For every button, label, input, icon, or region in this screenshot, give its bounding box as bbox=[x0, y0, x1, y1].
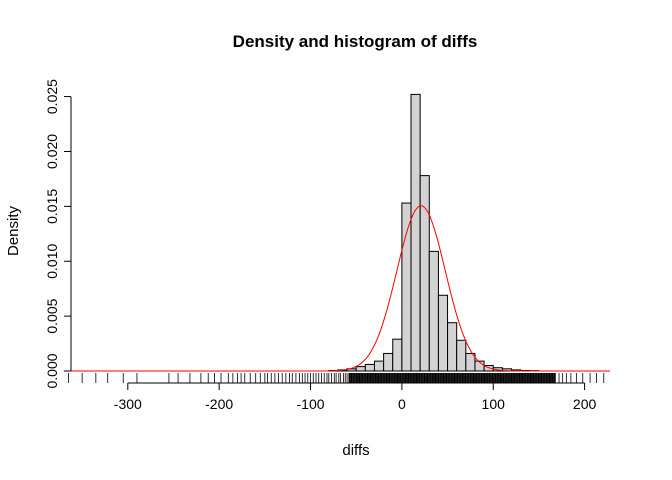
density-curve bbox=[63, 205, 611, 372]
x-tick-label-2: -100 bbox=[297, 396, 325, 412]
y-tick-label-0: 0.000 bbox=[44, 353, 60, 388]
histogram-bar-33 bbox=[419, 175, 430, 372]
histogram-bar-32 bbox=[410, 93, 421, 372]
histogram-bar-28 bbox=[373, 360, 385, 372]
histogram-bar-29 bbox=[383, 352, 394, 372]
chart-title: Density and histogram of diffs bbox=[233, 32, 478, 51]
y-tick-label-3: 0.015 bbox=[44, 189, 60, 224]
x-tick-label-5: 200 bbox=[573, 396, 597, 412]
histogram-bars bbox=[328, 93, 540, 372]
x-tick-label-1: -200 bbox=[205, 396, 233, 412]
y-axis: 0.000 0.005 0.010 0.015 0.020 0.025 bbox=[44, 79, 72, 389]
y-axis-label: Density bbox=[5, 205, 22, 256]
x-tick-label-4: 100 bbox=[482, 396, 506, 412]
histogram-bar-35 bbox=[437, 294, 449, 372]
y-tick-label-2: 0.010 bbox=[44, 244, 60, 279]
y-tick-label-5: 0.025 bbox=[44, 79, 60, 114]
histogram-bar-37 bbox=[456, 339, 467, 372]
histogram-bar-36 bbox=[447, 322, 458, 372]
rug-marks bbox=[68, 373, 605, 383]
histogram-bar-26 bbox=[355, 366, 366, 372]
x-axis-label: diffs bbox=[342, 442, 369, 459]
y-tick-label-4: 0.020 bbox=[44, 134, 60, 169]
histogram-bar-31 bbox=[401, 202, 412, 372]
histogram-bar-30 bbox=[392, 338, 403, 372]
histogram-bar-27 bbox=[364, 363, 375, 372]
y-tick-label-1: 0.005 bbox=[44, 298, 60, 333]
histogram-bar-34 bbox=[428, 250, 439, 372]
x-tick-label-3: 0 bbox=[398, 396, 406, 412]
x-axis: -300 -200 -100 0 100 200 bbox=[114, 382, 597, 412]
x-tick-label-0: -300 bbox=[114, 396, 142, 412]
